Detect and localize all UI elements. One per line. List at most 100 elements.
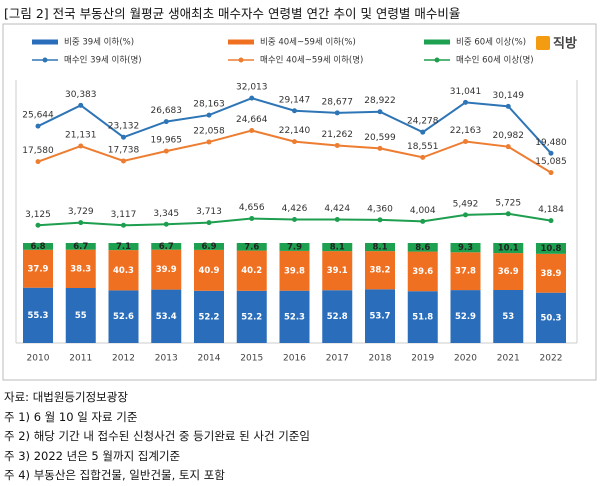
- line-value-label: 3,125: [25, 210, 51, 220]
- bar-segment: [194, 243, 224, 250]
- bar-segment: [194, 249, 224, 291]
- line-point: [334, 217, 340, 223]
- bar-value-label: 52.2: [199, 312, 220, 322]
- line-point: [35, 159, 41, 165]
- line-value-label: 20,599: [364, 133, 396, 143]
- line-value-label: 5,725: [495, 198, 521, 208]
- line-value-label: 28,922: [364, 96, 396, 106]
- bar-segment: [407, 251, 438, 292]
- bar-value-label: 55.3: [28, 311, 49, 321]
- line-value-label: 29,147: [279, 95, 311, 105]
- bar-segment: [365, 289, 395, 343]
- bar-segment: [536, 292, 566, 343]
- x-tick-label: 2014: [198, 354, 221, 364]
- line-point: [121, 134, 126, 140]
- line-point: [292, 217, 297, 223]
- bar-value-label: 37.9: [28, 264, 49, 274]
- line-point: [548, 150, 554, 156]
- bar-segment: [493, 290, 524, 343]
- line-value-label: 30,149: [493, 91, 525, 101]
- bar-segment: [65, 288, 96, 343]
- bar-segment: [65, 243, 96, 250]
- bar-value-label: 53: [502, 312, 514, 322]
- bar-segment: [322, 243, 353, 252]
- line-value-label: 15,085: [535, 157, 567, 167]
- bar-segment: [108, 243, 139, 251]
- line-value-label: 4,004: [410, 206, 436, 216]
- line-value-label: 26,683: [151, 106, 183, 116]
- bar-value-label: 52.9: [455, 312, 476, 322]
- bar-value-label: 40.9: [199, 266, 220, 276]
- line-point: [548, 170, 554, 176]
- line-value-label: 4,426: [282, 204, 308, 214]
- line-point: [420, 154, 426, 160]
- line-point: [463, 138, 468, 144]
- line-value-label: 3,729: [68, 207, 94, 217]
- logo: 직방: [553, 36, 577, 52]
- note: 주 4) 부동산은 집합건물, 일반건물, 토지 포함: [4, 468, 225, 482]
- line-point: [505, 103, 511, 109]
- bar-segment: [322, 251, 353, 291]
- bar-value-label: 40.3: [113, 266, 134, 276]
- x-tick-label: 2015: [240, 354, 263, 364]
- line-value-label: 25,644: [22, 111, 54, 121]
- bar-value-label: 50.3: [541, 313, 562, 323]
- bar-segment: [236, 250, 267, 291]
- bar-value-label: 8.1: [330, 243, 345, 253]
- bar-segment: [450, 243, 481, 253]
- bar-segment: [365, 251, 395, 290]
- line-point: [377, 217, 383, 223]
- bar-value-label: 8.6: [415, 243, 430, 253]
- legend-swatch: [228, 39, 254, 45]
- line-value-label: 17,738: [108, 145, 140, 155]
- bar-value-label: 38.2: [370, 266, 391, 276]
- bar-value-label: 7.6: [244, 242, 259, 252]
- line-value-label: 22,163: [450, 126, 482, 136]
- bar-segment: [151, 249, 182, 290]
- bar-value-label: 53.4: [156, 312, 177, 322]
- bar-value-label: 9.3: [458, 243, 473, 253]
- bar-segment: [194, 290, 224, 343]
- bar-segment: [279, 250, 310, 291]
- note: 주 3) 2022 년은 5 월까지 집계기준: [4, 448, 181, 463]
- bar-segment: [407, 243, 438, 252]
- bar-value-label: 52.3: [284, 312, 305, 322]
- line-value-label: 28,163: [193, 100, 225, 110]
- line-point: [334, 110, 340, 116]
- bar-segment: [407, 291, 438, 343]
- line-point: [35, 123, 41, 129]
- legend-swatch: [238, 57, 244, 63]
- line-point: [505, 211, 511, 217]
- chart: 직방 2010 2011 2012 2013 2014 2015 2016 2017 2018 2…: [2, 23, 597, 381]
- line-value-label: 24,664: [236, 115, 268, 125]
- line-point: [292, 139, 297, 145]
- line-point: [249, 127, 255, 133]
- legend-label: 매수인 39세 이하(명): [64, 55, 142, 66]
- bar-segment: [108, 290, 139, 343]
- bar-segment: [450, 290, 481, 343]
- bar-value-label: 52.2: [241, 312, 262, 322]
- bar-value-label: 7.1: [116, 242, 131, 252]
- bar-value-label: 7.9: [287, 242, 302, 252]
- bar-value-label: 6.7: [73, 242, 88, 252]
- bar-segment: [450, 252, 481, 291]
- line-point: [35, 222, 41, 228]
- line-point: [163, 119, 169, 125]
- bar-value-label: 55: [75, 311, 87, 321]
- line-value-label: 31,041: [450, 87, 482, 97]
- bar-value-label: 38.3: [70, 264, 91, 274]
- legend-label: 비중 39세 이하(%): [64, 37, 134, 48]
- line-value-label: 3,713: [196, 207, 222, 217]
- note: 주 2) 해당 기간 내 접수된 신청사건 중 등기완료 된 사건 기준임: [4, 429, 310, 443]
- line-point: [206, 112, 212, 118]
- line-point: [249, 95, 255, 101]
- bar-segment: [23, 243, 53, 250]
- bar-value-label: 39.8: [284, 266, 305, 276]
- x-tick-label: 2016: [283, 354, 306, 364]
- line-value-label: 17,580: [22, 146, 54, 156]
- line-value-label: 32,013: [236, 83, 268, 93]
- line-point: [463, 212, 468, 218]
- logo-icon: [536, 36, 550, 50]
- line-value-label: 19,480: [535, 138, 567, 148]
